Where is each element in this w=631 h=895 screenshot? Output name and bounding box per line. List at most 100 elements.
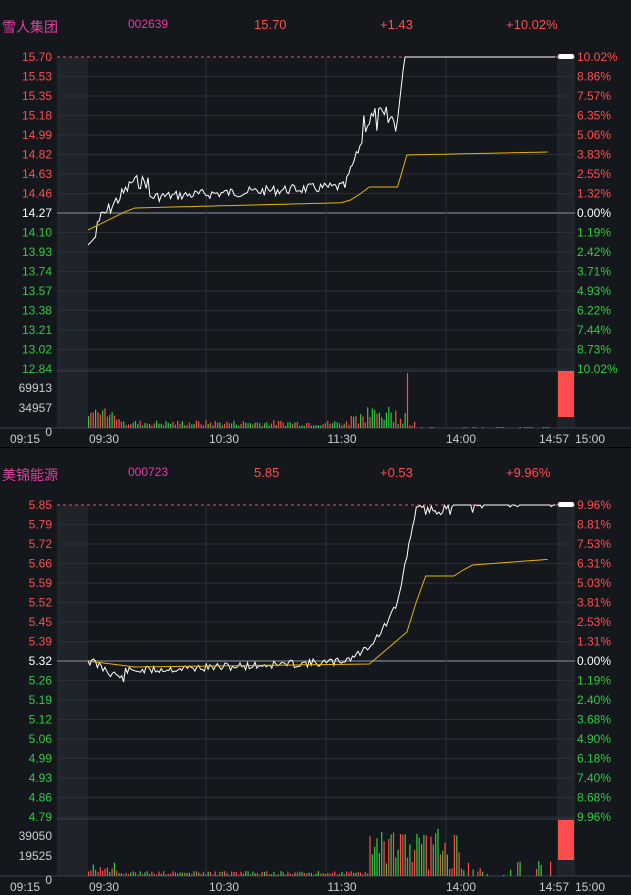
volume-bar xyxy=(371,408,373,428)
volume-bar xyxy=(421,427,423,428)
stock-panel-meijin[interactable]: 美锦能源 000723 5.85 +0.53 +9.96% 5.85 5.79 5.… xyxy=(0,448,631,895)
volume-bar xyxy=(406,857,409,876)
pct-tick-label: 2.42% xyxy=(577,245,611,259)
price-tick-label: 14.27 xyxy=(22,206,52,220)
volume-bar xyxy=(205,420,207,428)
volume-bar xyxy=(299,425,301,428)
time-label: 11:30 xyxy=(327,432,356,446)
volume-bar xyxy=(550,861,552,876)
volume-bar xyxy=(350,871,352,876)
volume-bar xyxy=(263,423,266,428)
volume-bar xyxy=(268,425,270,428)
volume-bar xyxy=(414,421,416,428)
limit-up-marker xyxy=(558,502,574,507)
volume-bar xyxy=(390,412,392,428)
pct-tick-label: 6.18% xyxy=(577,752,611,766)
volume-bar xyxy=(259,423,261,428)
volume-bar xyxy=(547,427,549,428)
pct-tick-label: 9.96% xyxy=(577,498,611,512)
volume-bar xyxy=(160,873,162,876)
volume-bar xyxy=(167,873,169,876)
price-tick-label: 5.59 xyxy=(29,576,53,590)
volume-bar xyxy=(181,872,183,876)
volume-bar xyxy=(395,857,397,876)
volume-bar xyxy=(273,420,275,428)
volume-bar xyxy=(228,874,230,876)
volume-bar xyxy=(209,422,212,428)
volume-bar xyxy=(313,425,315,428)
volume-bar xyxy=(217,874,219,876)
volume-bar xyxy=(540,864,542,876)
volume-bar xyxy=(331,423,334,428)
volume-bar xyxy=(482,427,484,428)
volume-bar xyxy=(364,872,366,876)
price-tick-label: 5.66 xyxy=(29,557,53,571)
volume-bar xyxy=(545,427,547,428)
volume-bar xyxy=(123,874,125,876)
stock-name[interactable]: 美锦能源 xyxy=(2,467,58,483)
volume-bar xyxy=(341,871,343,876)
volume-bar xyxy=(456,835,458,876)
price-tick-label: 5.39 xyxy=(29,635,53,649)
volume-bar xyxy=(336,874,338,876)
volume-bar xyxy=(280,420,282,428)
volume-bar xyxy=(151,871,153,876)
limit-up-volume-block xyxy=(558,820,574,860)
volume-bar xyxy=(132,422,134,428)
volume-bar xyxy=(397,423,399,428)
volume-bar xyxy=(137,874,139,876)
volume-bar xyxy=(465,427,467,428)
volume-bar xyxy=(156,874,158,876)
volume-bar xyxy=(402,834,404,876)
volume-bar xyxy=(200,873,202,876)
intraday-chart[interactable]: 15.70 15.53 15.35 15.18 14.99 14.82 14.63 14.46… xyxy=(0,0,631,447)
stock-name[interactable]: 雪人集团 xyxy=(2,19,58,35)
volume-bar xyxy=(221,871,223,876)
volume-bar xyxy=(191,874,193,876)
time-label: 09:15 xyxy=(10,432,40,446)
price-tick-label: 5.06 xyxy=(29,732,53,746)
volume-bar xyxy=(303,873,305,876)
pct-tick-label: 1.31% xyxy=(577,635,611,649)
volume-bar xyxy=(310,425,312,428)
price-tick-label: 12.84 xyxy=(22,362,52,376)
volume-bar xyxy=(343,423,345,428)
pct-tick-label: 1.32% xyxy=(577,187,611,201)
volume-bar xyxy=(158,871,160,876)
volume-bar xyxy=(170,873,172,876)
volume-bar xyxy=(177,873,179,876)
volume-bar xyxy=(233,871,235,876)
volume-bar xyxy=(158,423,160,428)
price-tick-label: 14.99 xyxy=(22,128,52,142)
volume-bar xyxy=(146,423,148,428)
volume-bar xyxy=(226,421,228,428)
volume-bar xyxy=(353,416,355,428)
volume-bar xyxy=(92,864,94,876)
intraday-chart[interactable]: 5.85 5.79 5.72 5.66 5.59 5.52 5.45 5.39 5.32 5.26… xyxy=(0,448,631,895)
volume-bar xyxy=(184,425,186,428)
volume-bar xyxy=(324,423,326,428)
volume-bar xyxy=(146,871,148,876)
volume-bar xyxy=(500,427,502,428)
volume-bar xyxy=(528,427,531,428)
volume-bar xyxy=(99,867,101,876)
price-tick-label: 14.46 xyxy=(22,187,52,201)
volume-bar xyxy=(411,861,413,876)
price-tick-label: 4.79 xyxy=(29,810,53,824)
volume-bar xyxy=(367,407,369,428)
pct-tick-label: 6.22% xyxy=(577,304,611,318)
volume-bar xyxy=(261,871,263,876)
volume-bar xyxy=(179,423,181,428)
volume-bar xyxy=(275,874,277,876)
pct-tick-label: 5.06% xyxy=(577,128,611,142)
volume-bar xyxy=(242,873,244,876)
volume-bar xyxy=(385,863,387,876)
volume-bar xyxy=(503,874,505,876)
volume-bar xyxy=(186,425,188,428)
volume-bar xyxy=(209,872,212,876)
stock-panel-snowman[interactable]: 雪人集团 002639 15.70 +1.43 +10.02% 15.70 15.… xyxy=(0,0,631,447)
pct-tick-label: 3.83% xyxy=(577,148,611,162)
volume-bar xyxy=(388,839,390,876)
volume-bar xyxy=(179,872,181,876)
volume-bar xyxy=(463,870,465,876)
